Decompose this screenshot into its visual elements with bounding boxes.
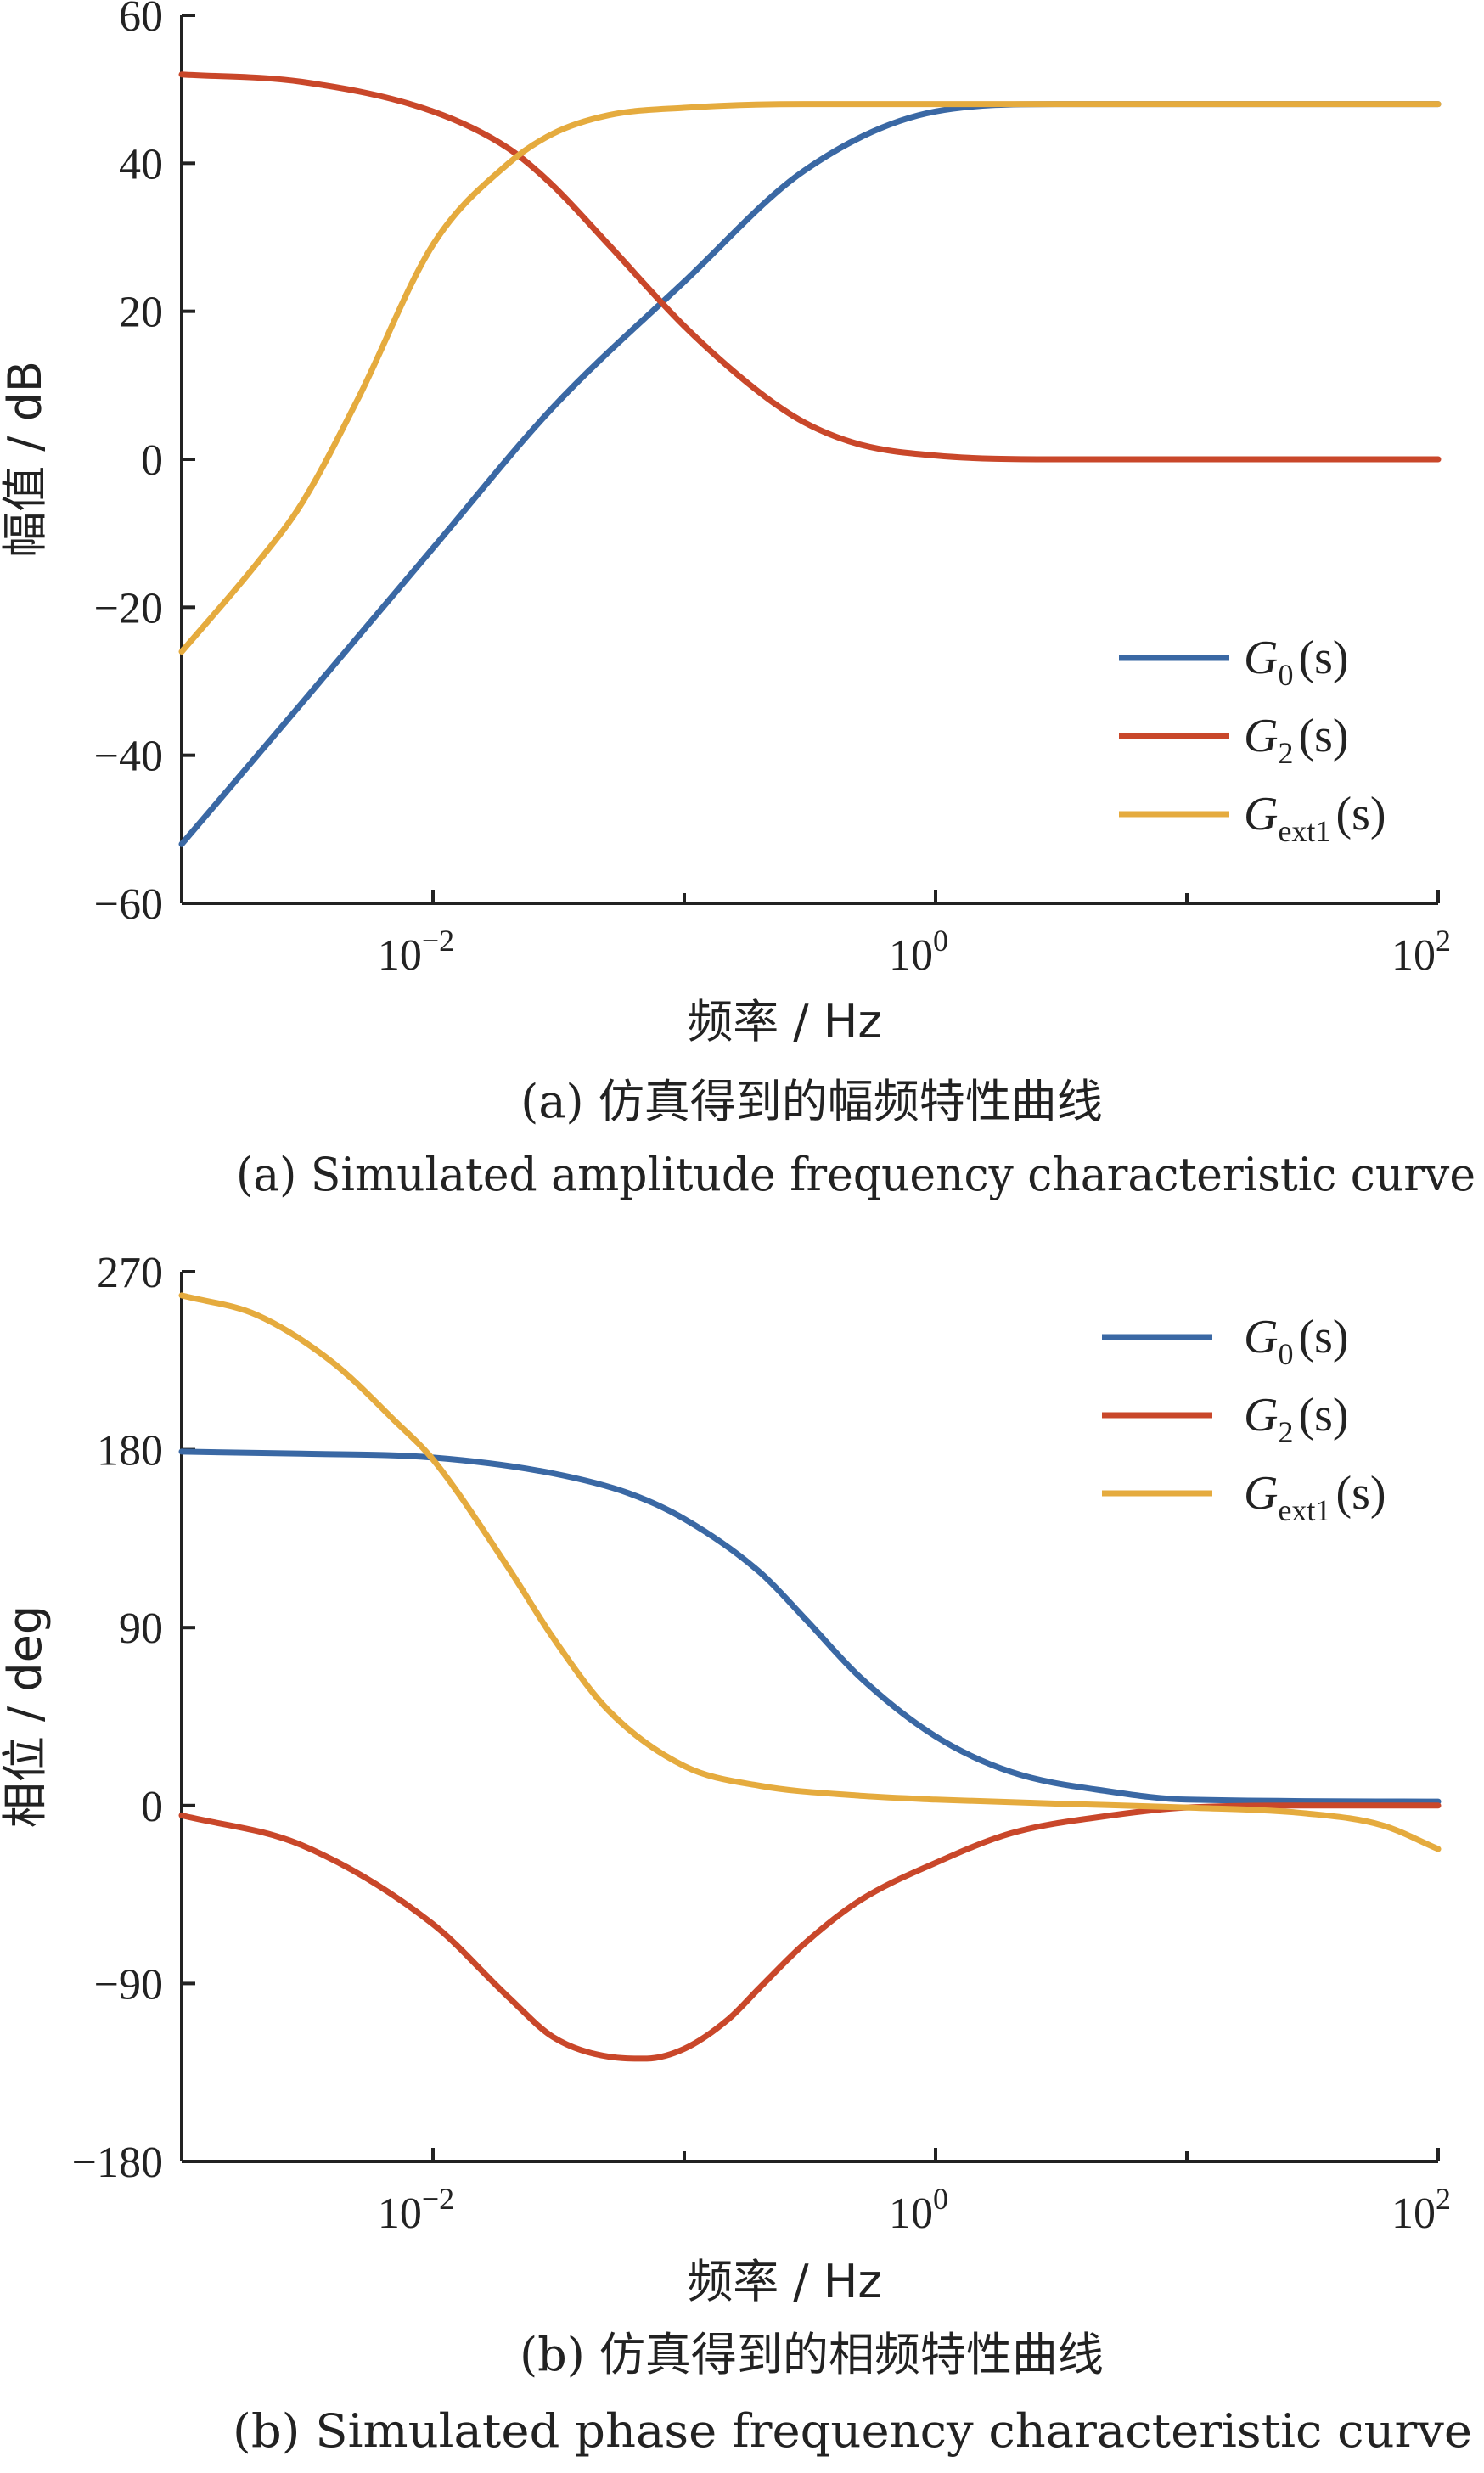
y-tick-label: −180 (72, 2139, 163, 2187)
legend-label-main: G (1244, 788, 1278, 840)
legend-label-sub: 2 (1278, 1415, 1293, 1449)
x-tick-label: 100 (889, 2182, 948, 2238)
legend-label-main: G (1244, 632, 1278, 684)
legend-label-tail: (s) (1298, 1311, 1348, 1363)
y-tick-label: −60 (94, 880, 163, 929)
caption-en: (a) Simulated amplitude frequency charac… (236, 1148, 1476, 1201)
y-tick-label: 0 (141, 1783, 163, 1831)
y-tick-label: 40 (119, 140, 163, 188)
y-tick-label: −40 (94, 733, 163, 781)
legend-label-main: G (1244, 1311, 1278, 1363)
x-axis-label: 频率 / Hz (687, 995, 881, 1048)
x-axis-label: 频率 / Hz (687, 2255, 881, 2308)
x-tick-exponent: 2 (1436, 924, 1451, 958)
legend-label-main: G (1244, 1389, 1278, 1442)
y-tick-label: 270 (97, 1249, 163, 1297)
y-tick-label: 180 (97, 1427, 163, 1475)
caption-zh: (a) 仿真得到的幅频特性曲线 (520, 1075, 1103, 1128)
series-line-gext1s (178, 1292, 1442, 1852)
legend-label-tail: (s) (1298, 710, 1348, 762)
x-tick-exponent: 2 (1436, 2182, 1451, 2216)
y-tick-label: −20 (94, 584, 163, 632)
y-tick-label: 90 (119, 1605, 163, 1653)
x-tick-base: 10 (1391, 2189, 1436, 2238)
legend-label: G2 (s) (1244, 710, 1349, 770)
x-tick-base: 10 (889, 2189, 933, 2238)
x-tick-base: 10 (378, 2189, 422, 2238)
caption-en: (b) Simulated phase frequency characteri… (233, 2404, 1472, 2458)
y-tick-label: 60 (119, 0, 163, 41)
caption-zh: (b) 仿真得到的相频特性曲线 (520, 2328, 1104, 2381)
legend-label-sub: ext1 (1278, 814, 1330, 848)
legend-label: G2 (s) (1244, 1389, 1349, 1449)
x-tick-base: 10 (1391, 931, 1436, 980)
legend-label-main: G (1244, 1467, 1278, 1520)
series-line-g2s (178, 1802, 1442, 2062)
legend-label-sub: 0 (1278, 658, 1293, 692)
x-tick-base: 10 (378, 931, 422, 980)
legend-label: Gext1 (s) (1244, 788, 1386, 848)
legend-label-main: G (1244, 710, 1278, 762)
series-line-g2s (178, 71, 1442, 463)
series-line-gext1s (178, 101, 1442, 655)
legend-label-sub: 0 (1278, 1337, 1293, 1371)
x-tick-label: 102 (1391, 924, 1451, 980)
legend-label-sub: ext1 (1278, 1493, 1330, 1527)
x-tick-base: 10 (889, 931, 933, 980)
y-tick-label: −90 (94, 1960, 163, 2009)
x-tick-label: 10−2 (378, 2182, 454, 2238)
x-tick-exponent: 0 (933, 2182, 948, 2216)
x-tick-label: 102 (1391, 2182, 1451, 2238)
x-tick-exponent: −2 (422, 2182, 454, 2216)
x-tick-label: 10−2 (378, 924, 454, 980)
y-axis-label: 幅值 / dB (0, 361, 52, 558)
x-tick-exponent: −2 (422, 924, 454, 958)
legend-label-tail: (s) (1335, 1467, 1386, 1520)
legend-label-sub: 2 (1278, 736, 1293, 770)
legend-label: G0 (s) (1244, 632, 1349, 692)
x-tick-exponent: 0 (933, 924, 948, 958)
legend: G0 (s)G2 (s)Gext1 (s) (1119, 632, 1386, 848)
legend-label-tail: (s) (1298, 1389, 1348, 1442)
legend: G0 (s)G2 (s)Gext1 (s) (1102, 1311, 1386, 1527)
legend-label-tail: (s) (1335, 788, 1386, 840)
x-tick-label: 100 (889, 924, 948, 980)
y-tick-label: 20 (119, 289, 163, 337)
legend-label: Gext1 (s) (1244, 1467, 1386, 1527)
legend-label-tail: (s) (1298, 632, 1348, 684)
legend-label: G0 (s) (1244, 1311, 1349, 1371)
y-axis-label: 相位 / deg (0, 1605, 52, 1828)
y-tick-label: 0 (141, 436, 163, 485)
